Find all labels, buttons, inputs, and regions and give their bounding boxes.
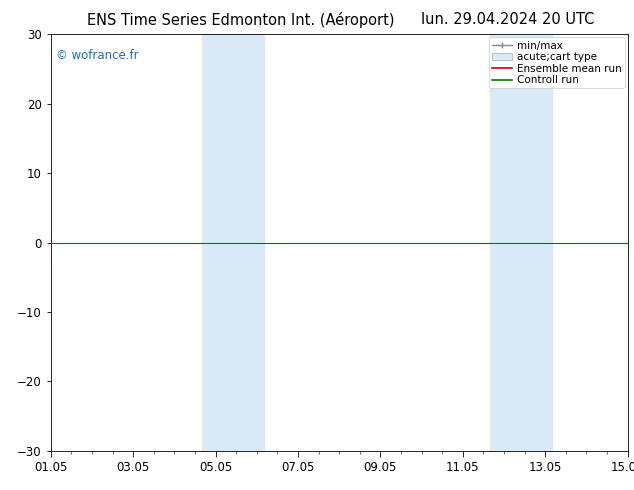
Text: ENS Time Series Edmonton Int. (Aéroport): ENS Time Series Edmonton Int. (Aéroport) <box>87 12 395 28</box>
Legend: min/max, acute;cart type, Ensemble mean run, Controll run: min/max, acute;cart type, Ensemble mean … <box>489 37 624 88</box>
Text: © wofrance.fr: © wofrance.fr <box>56 49 139 62</box>
Bar <box>491 34 552 451</box>
Text: lun. 29.04.2024 20 UTC: lun. 29.04.2024 20 UTC <box>420 12 594 27</box>
Bar <box>202 34 264 451</box>
